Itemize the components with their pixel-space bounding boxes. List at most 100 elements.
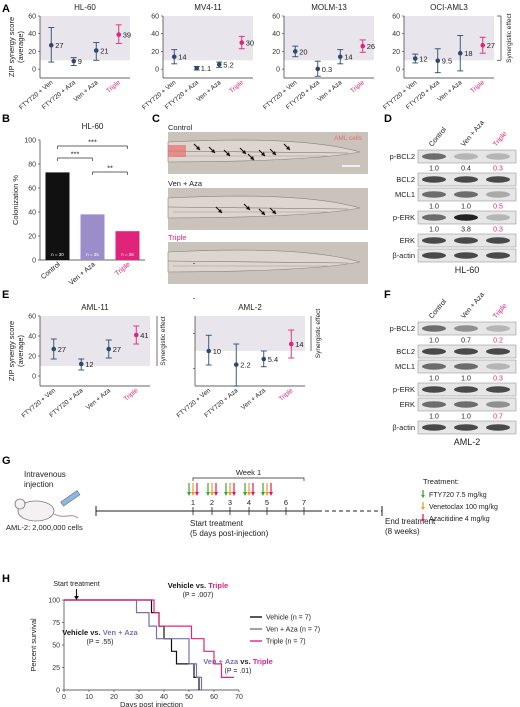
y-tick-label: 100	[24, 138, 36, 145]
significance-label: ***	[71, 150, 80, 159]
x-tick-label: 70	[235, 694, 243, 701]
day-label: 5	[265, 498, 269, 507]
x-tick-label: Ven + Aza	[240, 387, 267, 412]
n-label: n = 30	[51, 252, 64, 257]
blot-band	[422, 237, 446, 244]
x-tick-label: 60	[210, 694, 218, 701]
blot-band	[454, 153, 478, 160]
blot-band	[422, 386, 446, 393]
bar	[80, 214, 105, 260]
y-axis-label: ZIP synergy score(average)	[7, 321, 25, 381]
dose-arrowhead	[214, 492, 218, 496]
data-point	[48, 42, 54, 48]
data-label: 27	[113, 345, 121, 354]
data-label: 21	[100, 47, 108, 56]
blot-band	[422, 176, 446, 183]
data-label: 9.5	[442, 57, 452, 66]
y-tick-label: 0	[276, 67, 280, 74]
legend-arrowhead	[421, 507, 425, 510]
treatment-title: Treatment:	[423, 477, 459, 486]
y-tick-label: 0	[155, 67, 159, 74]
bar	[45, 172, 70, 260]
data-point	[133, 332, 139, 338]
quantification-label: 0.3	[493, 376, 503, 383]
x-tick-label: Triple	[105, 79, 122, 95]
blot-band	[422, 252, 446, 259]
arrow-head	[261, 211, 265, 215]
dose-arrowhead	[261, 492, 265, 496]
legend-label: Vehicle (n = 7)	[266, 615, 311, 622]
blot-band	[454, 363, 478, 370]
synergy-band	[195, 316, 305, 351]
y-tick-label: 20	[28, 49, 36, 56]
panel-d-western-blot: Control Ven + Aza Triple p-BCL2 1.0 0.4 0.3 BCL…	[390, 119, 517, 275]
blot-band	[422, 401, 446, 408]
overlay-label: AML cells	[334, 135, 363, 142]
blot-row-label: p-ERK	[393, 385, 415, 394]
data-label: 5.4	[268, 355, 278, 364]
x-tick-label: 10	[85, 694, 93, 701]
quantification-label: 1.0	[429, 227, 439, 234]
arrow-head	[272, 210, 276, 214]
y-tick-label: 60	[28, 14, 36, 21]
comparison-annotation: Ven + Aza vs. Triple	[203, 657, 273, 666]
y-tick-label: 40	[28, 210, 36, 217]
synergy-side-label: Synergistic effect	[506, 13, 513, 63]
data-point	[206, 348, 212, 354]
day-label: 3	[228, 498, 232, 507]
y-tick-label: 20	[272, 49, 280, 56]
x-tick-label: 0	[62, 694, 66, 701]
arrow-head	[272, 151, 276, 155]
fish-body	[167, 139, 361, 163]
dose-arrowhead	[187, 492, 191, 496]
survival-curve	[64, 599, 234, 678]
data-point	[360, 43, 366, 49]
y-tick-label: 100	[48, 598, 60, 605]
n-label: n = 35	[86, 252, 99, 257]
dose-arrowhead	[206, 492, 210, 496]
legend-label: Ven + Aza (n = 7)	[266, 627, 320, 634]
data-point	[480, 42, 486, 48]
quantification-label: 1.0	[429, 204, 439, 211]
arrow-head	[211, 149, 215, 153]
quantification-label: 0.3	[493, 166, 503, 173]
x-tick-label: 20	[110, 694, 118, 701]
quantification-label: 1.0	[429, 376, 439, 383]
quantification-label: 1.0	[461, 376, 471, 383]
data-point	[412, 56, 418, 61]
comparison-annotation: Vehicle vs. Triple	[168, 581, 228, 590]
lane-label: Ven + Aza	[460, 119, 486, 148]
data-point	[457, 50, 463, 56]
data-point	[233, 362, 239, 367]
x-tick-label: Triple	[123, 387, 140, 403]
arrow-head	[261, 152, 265, 156]
y-tick-label: 40	[392, 31, 400, 38]
x-tick-label: Triple	[278, 387, 295, 403]
y-axis-label: Colonization %	[11, 175, 20, 225]
synergy-band	[40, 16, 130, 61]
x-tick-label: 30	[135, 694, 143, 701]
y-tick-label: 20	[151, 49, 159, 56]
quantification-label: 1.0	[429, 414, 439, 421]
data-label: 27	[55, 41, 63, 50]
chart-title: HL-60	[82, 122, 104, 131]
panel-g-schedule: Intravenous injection AML-2: 2,000,000 cel…	[6, 468, 498, 538]
data-point	[71, 58, 77, 64]
x-tick-label: Control	[40, 261, 62, 281]
data-label: 12	[85, 360, 93, 369]
end-treatment-label: End treatment (8 weeks)	[385, 517, 436, 536]
blot-row-label: MCL1	[395, 190, 415, 199]
blot-band	[422, 153, 446, 160]
blot-row-label: ERK	[400, 236, 415, 245]
y-tick-label: 0	[56, 688, 60, 695]
blot-band	[486, 214, 510, 221]
blot-band	[422, 348, 446, 355]
arrow-head	[246, 206, 250, 210]
data-label: 20	[299, 47, 307, 56]
image-label: Ven + Aza	[168, 179, 203, 188]
dose-arrowhead	[210, 492, 214, 496]
data-point	[315, 66, 321, 72]
panel-label-h: H	[2, 573, 10, 585]
panel-h-survival-chart: 0 25 50 75 100 0 10 20 30 40 50 60 70 Percent surviva…	[29, 581, 320, 707]
